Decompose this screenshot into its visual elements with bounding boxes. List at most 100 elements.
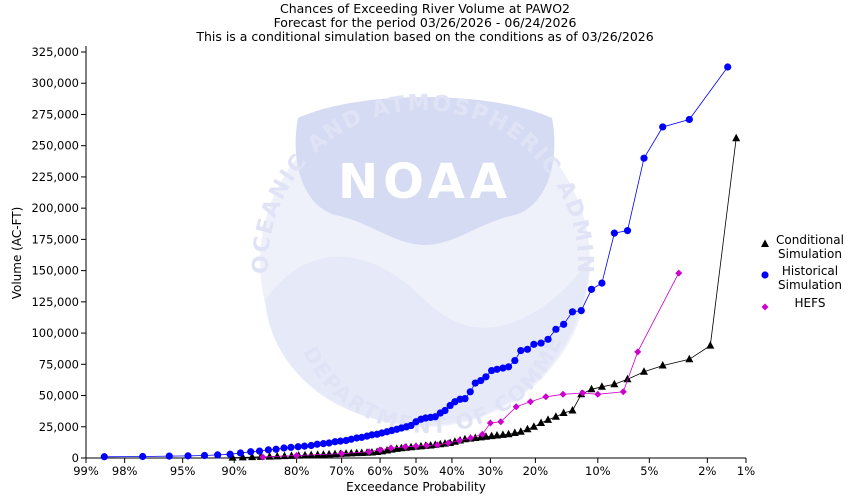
- conditional-simulation-point: [523, 424, 532, 433]
- historical-simulation-point: [165, 452, 173, 460]
- x-tick-label: 60%: [367, 464, 393, 478]
- historical-simulation-point: [471, 379, 479, 387]
- hefs-point: [455, 437, 463, 445]
- historical-simulation-point: [313, 440, 321, 448]
- historical-simulation-point: [523, 345, 532, 353]
- hefs-point: [423, 442, 431, 450]
- conditional-simulation-point: [706, 341, 715, 349]
- hefs-point: [619, 388, 627, 396]
- chart-title: Chances of Exceeding River Volume at PAW…: [280, 1, 570, 16]
- historical-simulation-point: [577, 306, 585, 315]
- x-tick-label: 30%: [478, 464, 504, 478]
- hefs-point: [634, 348, 642, 356]
- hefs-point: [293, 452, 301, 460]
- y-axis-ticks: 0 25,000 50,000 75,000 100,000 125,000 150,000…: [31, 45, 86, 465]
- legend-marker-hefs: [761, 303, 769, 311]
- legend-marker-historical-simulation: [761, 271, 769, 279]
- hefs-point: [467, 434, 475, 442]
- historical-simulation-point: [477, 376, 485, 385]
- historical-simulation-point: [482, 373, 490, 381]
- y-tick-label: 250,000: [31, 139, 79, 153]
- conditional-simulation-point: [498, 430, 507, 438]
- historical-simulation-point: [280, 444, 288, 452]
- conditional-simulation-point: [516, 427, 525, 435]
- x-tick-label: 1%: [737, 464, 755, 478]
- hefs-point: [387, 444, 395, 452]
- historical-simulation-point: [264, 446, 272, 454]
- x-tick-label: 20%: [523, 464, 549, 478]
- conditional-simulation-point: [623, 374, 632, 383]
- historical-simulation-point: [331, 438, 339, 446]
- hefs-point: [512, 403, 520, 411]
- historical-simulation-point: [560, 320, 568, 328]
- y-tick-label: 125,000: [31, 295, 79, 309]
- x-tick-label: 90%: [221, 464, 247, 478]
- conditional-simulation-point: [319, 450, 328, 458]
- historical-simulation-point: [587, 285, 596, 293]
- hefs-point: [559, 390, 567, 398]
- historical-simulation-point: [488, 366, 496, 375]
- historical-simulation-point: [517, 346, 525, 355]
- historical-simulation-point: [610, 229, 618, 237]
- historical-simulation-point: [552, 325, 560, 333]
- legend-label-historical-simulation: Simulation: [778, 278, 842, 292]
- historical-simulation-point: [272, 445, 280, 453]
- historical-simulation-point: [568, 308, 577, 316]
- y-tick-label: 200,000: [31, 201, 79, 215]
- conditional-simulation-point: [551, 412, 560, 420]
- legend-label-historical-simulation: Historical: [782, 264, 838, 278]
- historical-simulation-point: [236, 449, 245, 457]
- legend-label-conditional-simulation: Simulation: [778, 247, 842, 261]
- y-tick-label: 75,000: [39, 357, 79, 371]
- historical-simulation-point: [319, 440, 328, 448]
- historical-simulation-point: [466, 388, 474, 396]
- conditional-simulation-point: [510, 428, 519, 437]
- historical-simulation-point: [499, 364, 507, 372]
- hefs-point: [444, 439, 452, 447]
- historical-simulation-point: [431, 413, 439, 421]
- historical-simulation-point: [247, 448, 255, 456]
- conditional-simulation-point: [487, 431, 496, 440]
- conditional-simulation-point: [658, 361, 667, 369]
- conditional-simulation-point: [287, 451, 296, 459]
- y-tick-label: 175,000: [31, 232, 79, 246]
- historical-simulation-point: [347, 435, 355, 443]
- noaa-watermark-wave: [265, 256, 590, 425]
- y-tick-label: 225,000: [31, 170, 79, 184]
- historical-simulation-point: [407, 421, 415, 430]
- hefs-point: [259, 453, 267, 461]
- legend: ConditionalSimulationHistoricalSimulatio…: [761, 233, 844, 311]
- hefs-point: [542, 393, 550, 401]
- noaa-watermark-wordmark: NOAA: [338, 154, 512, 210]
- chart-subtitle-conditions: This is a conditional simulation based o…: [195, 29, 653, 44]
- conditional-simulation-point: [587, 384, 596, 393]
- hefs-point: [478, 430, 486, 438]
- hefs-point: [497, 418, 505, 426]
- historical-simulation-point: [100, 453, 108, 461]
- historical-simulation-point: [300, 442, 309, 450]
- historical-simulation-point: [226, 450, 234, 458]
- historical-simulation-point: [724, 63, 732, 71]
- x-tick-label: 98%: [112, 464, 138, 478]
- conditional-simulation-point: [325, 449, 334, 458]
- hefs-point: [486, 419, 494, 427]
- x-axis-ticks: 99% 98% 95% 90% 80% 70% 60% 50% 40% 30% 20% 10% 5% 2%…: [73, 458, 755, 478]
- chart-subtitle-period: Forecast for the period 03/26/2026 - 06/…: [274, 15, 577, 30]
- historical-simulation-point: [659, 123, 667, 131]
- historical-simulation-point: [640, 154, 648, 162]
- historical-simulation-point: [287, 443, 295, 451]
- x-tick-label: 80%: [284, 464, 310, 478]
- y-tick-label: 100,000: [31, 326, 79, 340]
- historical-simulation-point: [461, 395, 469, 403]
- hefs-point: [412, 442, 420, 450]
- x-tick-label: 50%: [403, 464, 429, 478]
- conditional-simulation-point: [559, 408, 568, 417]
- hefs-point: [579, 389, 587, 397]
- legend-item-hefs: HEFS: [761, 296, 825, 311]
- conditional-simulation-point: [273, 451, 282, 460]
- hefs-series: [259, 269, 683, 461]
- x-tick-label: 40%: [439, 464, 465, 478]
